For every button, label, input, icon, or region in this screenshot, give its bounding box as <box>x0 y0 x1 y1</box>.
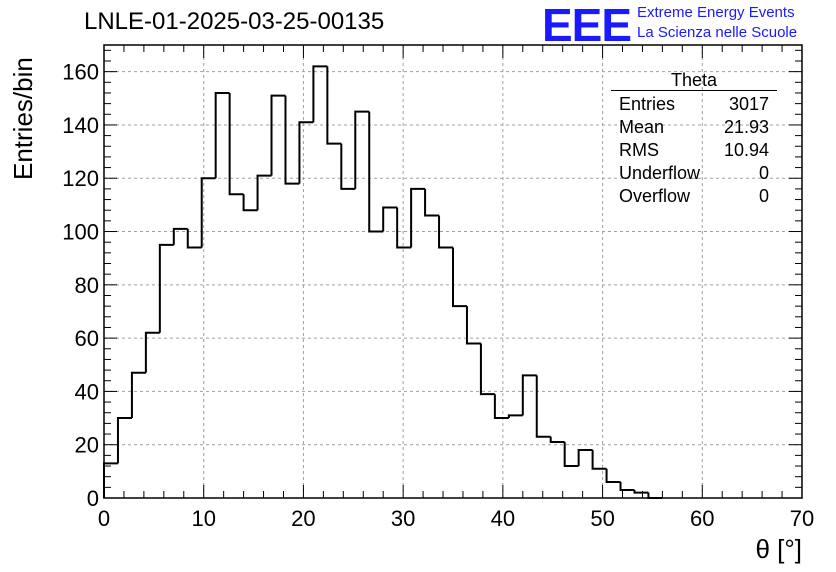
x-tick-label: 50 <box>590 506 614 531</box>
histogram-bin <box>535 375 551 438</box>
histogram-bin <box>340 143 356 190</box>
histogram-bin <box>605 468 621 484</box>
stats-row-underflow: Underflow 0 <box>611 162 777 185</box>
histogram-bin <box>647 492 663 499</box>
histogram-bin <box>507 414 523 419</box>
histogram-bin <box>368 111 384 233</box>
histogram-bin <box>479 343 495 396</box>
x-tick-label: 10 <box>191 506 215 531</box>
histogram-series <box>103 65 663 499</box>
stats-title: Theta <box>611 70 777 91</box>
x-tick-label: 30 <box>391 506 415 531</box>
x-tick-label: 70 <box>790 506 814 531</box>
histogram-bin <box>410 187 426 248</box>
histogram-bin <box>256 174 272 211</box>
histogram-bin <box>619 482 635 492</box>
x-tick-label: 40 <box>491 506 515 531</box>
stats-row-rms: RMS 10.94 <box>611 139 777 162</box>
y-tick-label: 120 <box>62 166 99 191</box>
histogram-bin <box>242 194 258 212</box>
histogram-bin <box>130 371 146 419</box>
stats-row-mean: Mean 21.93 <box>611 116 777 139</box>
histogram-bin <box>563 442 579 468</box>
stats-label: Underflow <box>619 163 701 183</box>
stats-value: 0 <box>758 163 769 183</box>
y-tick-label: 40 <box>75 379 99 404</box>
stats-label: Mean <box>619 117 665 137</box>
histogram-bin <box>298 121 314 184</box>
histogram-bin <box>633 490 649 494</box>
y-axis-label: Entries/bin <box>8 57 38 180</box>
histogram-bin <box>228 92 244 196</box>
histogram-bin <box>144 331 160 373</box>
histogram-bin <box>186 228 202 249</box>
stats-box: Theta Entries 3017 Mean 21.93 RMS 10.94 … <box>611 70 777 208</box>
histogram-bin <box>354 110 370 189</box>
plot-frame <box>103 44 803 499</box>
histogram-bin <box>116 417 132 464</box>
histogram-bin <box>382 206 398 232</box>
histogram-bin <box>465 306 481 345</box>
logo-subtitle-2: La Scienza nelle Scuole <box>637 24 798 41</box>
chart-title: LNLE-01-2025-03-25-00135 <box>84 8 385 35</box>
histogram-bin <box>172 227 188 245</box>
stats-value: 21.93 <box>723 117 769 137</box>
y-tick-label: 100 <box>62 220 99 245</box>
histogram-bin <box>521 374 537 416</box>
logo-subtitle-1: Extreme Energy Events <box>637 4 795 21</box>
stats-value: 10.94 <box>723 140 769 160</box>
histogram-bin <box>493 394 509 420</box>
histogram-bin <box>270 94 286 176</box>
histogram-bin <box>200 177 216 248</box>
stats-label: Entries <box>619 94 676 114</box>
stats-value: 0 <box>758 186 769 206</box>
histogram-bin <box>452 247 467 308</box>
histogram-bin <box>214 91 230 179</box>
histogram-bin <box>438 215 453 249</box>
x-tick-label: 0 <box>98 506 110 531</box>
histogram-bin <box>326 66 342 145</box>
y-tick-label: 80 <box>75 273 99 298</box>
histogram-bin <box>158 243 174 333</box>
eee-logo: EEE <box>542 0 632 51</box>
tick-labels: 0 10 20 30 40 50 60 70 0 20 40 60 80 100 120 140 160 <box>62 60 814 531</box>
x-tick-label: 60 <box>690 506 714 531</box>
histogram-bin <box>424 188 440 217</box>
y-tick-label: 0 <box>87 486 99 511</box>
stats-label: Overflow <box>619 186 691 206</box>
stats-label: RMS <box>619 140 659 160</box>
histogram-bin <box>396 207 412 249</box>
x-axis-label: θ [°] <box>755 534 802 564</box>
stats-value: 3017 <box>728 94 769 114</box>
x-tick-label: 20 <box>291 506 315 531</box>
y-tick-label: 20 <box>75 433 99 458</box>
histogram-bin <box>284 95 300 185</box>
y-tick-label: 140 <box>62 113 99 138</box>
histogram-bin <box>591 450 607 470</box>
histogram-bin <box>103 462 118 498</box>
y-tick-label: 160 <box>62 60 99 85</box>
histogram-bin <box>577 449 593 467</box>
y-tick-label: 60 <box>75 326 99 351</box>
stats-row-overflow: Overflow 0 <box>611 185 777 208</box>
histogram-bin <box>312 65 328 123</box>
stats-row-entries: Entries 3017 <box>611 93 777 116</box>
histogram-bin <box>549 436 565 444</box>
